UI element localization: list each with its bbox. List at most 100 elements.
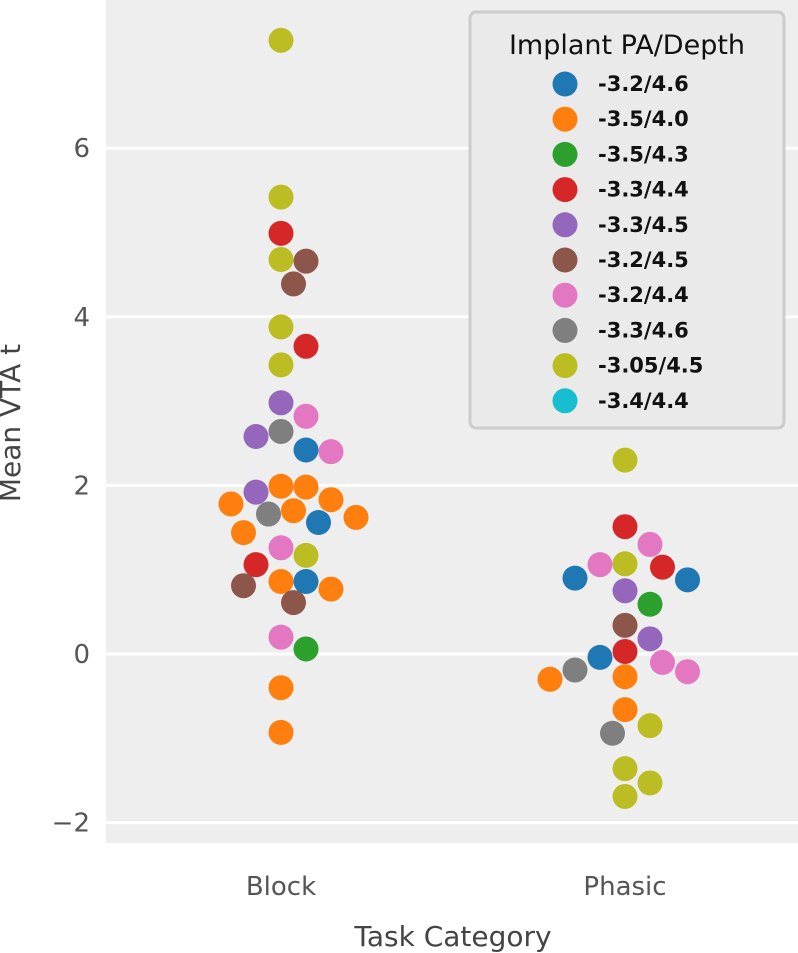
legend-marker <box>552 71 578 97</box>
legend-item-label: -3.3/4.5 <box>598 213 689 237</box>
data-point <box>612 783 638 809</box>
legend-marker <box>552 353 578 379</box>
data-point <box>281 498 306 524</box>
data-point <box>318 487 344 513</box>
data-point <box>293 474 319 500</box>
data-points <box>218 27 700 809</box>
data-point <box>600 720 625 746</box>
data-point <box>293 569 319 595</box>
data-point <box>537 666 563 692</box>
data-point <box>637 591 663 617</box>
legend-marker <box>552 141 578 167</box>
legend-item-label: -3.5/4.3 <box>598 142 689 166</box>
data-point <box>587 552 613 578</box>
data-point <box>293 437 319 463</box>
data-point <box>587 644 613 670</box>
data-point <box>293 636 319 662</box>
data-point <box>343 504 369 530</box>
data-point <box>268 184 294 210</box>
data-point <box>268 220 294 246</box>
legend-box <box>468 10 786 430</box>
data-point <box>637 713 663 739</box>
y-tick-label: 0 <box>73 640 90 670</box>
x-axis-label: Task Category <box>353 920 551 953</box>
legend-marker <box>552 317 578 343</box>
data-point <box>256 501 281 527</box>
data-point <box>318 576 344 602</box>
data-point <box>281 271 306 297</box>
legend-item-label: -3.3/4.6 <box>598 318 689 342</box>
data-point <box>243 479 269 505</box>
data-point <box>612 612 638 638</box>
legend-marker <box>552 106 578 132</box>
data-point <box>268 675 294 701</box>
x-tick-label: Phasic <box>583 872 666 902</box>
legend-marker <box>552 212 578 238</box>
data-point <box>268 418 294 444</box>
data-point <box>268 27 294 53</box>
data-point <box>306 509 331 535</box>
data-point <box>268 535 294 561</box>
data-point <box>318 439 344 465</box>
legend-item-label: -3.2/4.4 <box>598 283 689 307</box>
data-point <box>293 542 319 568</box>
data-point <box>268 314 294 340</box>
data-point <box>243 552 269 578</box>
y-tick-label: 2 <box>73 471 90 501</box>
data-point <box>637 626 663 652</box>
data-point <box>612 638 638 664</box>
data-point <box>268 624 294 650</box>
x-tick-label: Block <box>246 872 316 902</box>
legend-marker <box>552 388 578 414</box>
data-point <box>293 248 319 274</box>
legend: Implant PA/Depth -3.2/4.6 -3.5/4.0 -3.5/4.… <box>468 10 786 430</box>
data-point <box>268 473 294 499</box>
data-point <box>612 514 638 540</box>
grid <box>106 146 798 825</box>
data-point <box>293 403 319 429</box>
data-point <box>612 664 638 690</box>
data-point <box>293 333 319 359</box>
data-point <box>612 551 638 577</box>
y-tick-label: 4 <box>73 303 90 333</box>
legend-item-label: -3.05/4.5 <box>598 354 703 378</box>
legend-item-label: -3.5/4.0 <box>598 107 689 131</box>
data-point <box>281 590 306 616</box>
data-point <box>243 424 269 450</box>
data-point <box>675 567 700 593</box>
data-point <box>268 390 294 416</box>
y-tick-label: −2 <box>52 809 90 839</box>
data-point <box>562 565 588 591</box>
data-point <box>637 531 663 557</box>
legend-item-label: -3.4/4.4 <box>598 389 689 413</box>
data-point <box>675 659 700 685</box>
legend-item-label: -3.3/4.4 <box>598 178 689 202</box>
legend-marker <box>552 177 578 203</box>
legend-item-label: -3.2/4.5 <box>598 248 689 272</box>
data-point <box>637 770 663 796</box>
data-point <box>650 649 675 675</box>
legend-entries: -3.2/4.6 -3.5/4.0 -3.5/4.3 -3.3/4.4 -3.3/4.5… <box>552 71 703 414</box>
x-axis: Block Phasic <box>246 872 667 902</box>
y-axis: −2 0 2 4 6 <box>52 134 90 838</box>
data-point <box>612 756 638 782</box>
data-point <box>612 578 638 604</box>
data-point <box>650 554 675 580</box>
data-point <box>231 520 256 546</box>
data-point <box>218 491 244 517</box>
data-point <box>231 573 256 599</box>
data-point <box>612 697 638 723</box>
y-axis-label: Mean VTA t <box>0 344 27 502</box>
data-point <box>612 447 638 473</box>
y-tick-label: 6 <box>73 134 90 164</box>
data-point <box>268 719 294 745</box>
data-point <box>562 657 588 683</box>
data-point <box>268 246 294 272</box>
legend-marker <box>552 282 578 308</box>
data-point <box>268 352 294 378</box>
legend-title: Implant PA/Depth <box>509 30 745 61</box>
legend-marker <box>552 247 578 273</box>
data-point <box>268 569 294 595</box>
legend-item-label: -3.2/4.6 <box>598 72 689 96</box>
